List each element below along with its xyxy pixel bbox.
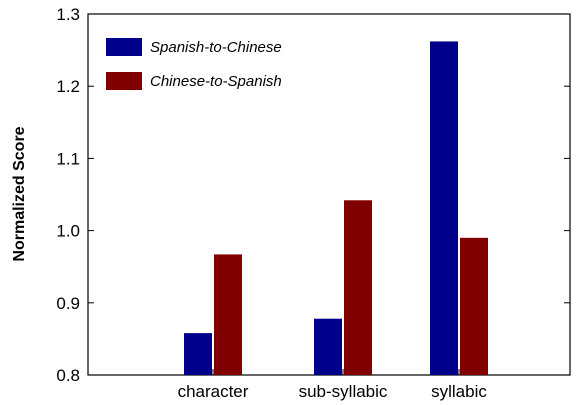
bar-spanish-to-chinese-syllabic (430, 41, 458, 375)
bar-chinese-to-spanish-syllabic (460, 237, 488, 375)
y-tick-label: 1.2 (56, 77, 80, 96)
y-tick-label: 1.1 (56, 149, 80, 168)
y-axis: 0.8 0.9 1.0 1.1 1.2 1.3 (56, 5, 570, 385)
bar-spanish-to-chinese-sub-syllabic (314, 318, 342, 375)
y-tick-label: 0.9 (56, 294, 80, 313)
x-axis: character sub-syllabic syllabic (178, 369, 487, 401)
y-tick-label: 1.3 (56, 5, 80, 24)
legend: Spanish-to-Chinese Chinese-to-Spanish (106, 38, 282, 90)
y-tick-label: 1.0 (56, 222, 80, 241)
bar-spanish-to-chinese-character (184, 333, 212, 375)
bar-chinese-to-spanish-sub-syllabic (344, 200, 372, 375)
legend-swatch-chinese-to-spanish (106, 72, 142, 90)
bar-chinese-to-spanish-character (214, 254, 242, 375)
x-tick-label: character (178, 382, 249, 401)
legend-label: Spanish-to-Chinese (150, 39, 282, 56)
plot-area (87, 13, 571, 376)
x-tick-label: sub-syllabic (299, 382, 388, 401)
legend-label: Chinese-to-Spanish (150, 73, 282, 90)
y-tick-label: 0.8 (56, 366, 80, 385)
legend-swatch-spanish-to-chinese (106, 38, 142, 56)
bars (184, 41, 488, 375)
x-tick-label: syllabic (431, 382, 487, 401)
y-axis-label: Normalized Score (11, 126, 28, 261)
